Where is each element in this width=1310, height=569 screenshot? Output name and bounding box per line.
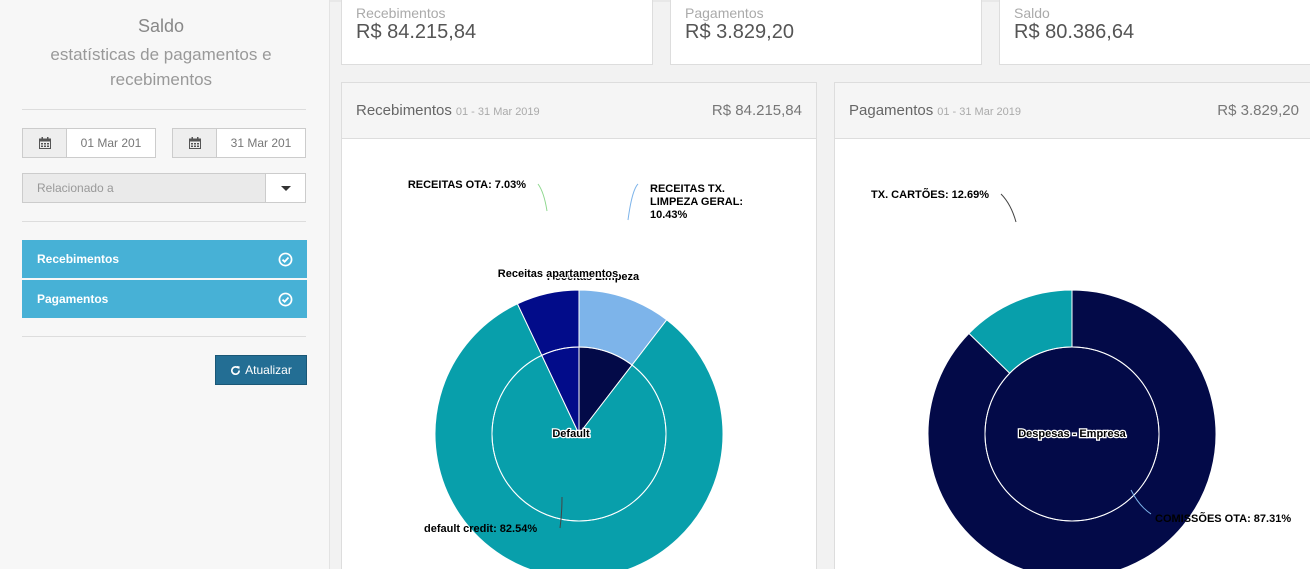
panel-recebimentos: Recebimentos 01 - 31 Mar 2019 R$ 84.215,8… — [341, 82, 817, 569]
panel-date-range: 01 - 31 Mar 2019 — [455, 106, 540, 118]
date-from-group[interactable]: 01 Mar 201 — [22, 128, 156, 158]
inner-label-receitas-apartamentos: Receitas apartamentos — [498, 268, 618, 280]
outer-label-default-credit: default credit: 82.54% — [424, 523, 537, 535]
update-button[interactable]: Atualizar — [215, 355, 307, 385]
related-select[interactable]: Relacionado a — [22, 173, 306, 203]
label-connector — [627, 183, 639, 221]
outer-label-receitas-ota: RECEITAS OTA: 7.03% — [408, 179, 526, 191]
toggle-recebimentos[interactable]: Recebimentos — [22, 240, 307, 278]
related-select-placeholder[interactable]: Relacionado a — [37, 181, 114, 195]
inner-label-receitas-limpeza: Receitas Limpeza — [547, 271, 640, 283]
summary-value: R$ 80.386,64 — [1014, 21, 1135, 43]
calendar-icon[interactable] — [23, 129, 67, 157]
sidebar-title: Saldo — [137, 16, 185, 36]
date-to-input[interactable]: 31 Mar 201 — [230, 136, 292, 150]
date-from-input[interactable]: 01 Mar 201 — [80, 136, 142, 150]
panel-total: R$ 3.829,20 — [1217, 102, 1299, 119]
calendar-icon[interactable] — [173, 129, 217, 157]
toggle-pagamentos[interactable]: Pagamentos — [22, 280, 307, 318]
summary-value: R$ 3.829,20 — [685, 21, 794, 43]
outer-slice-comisso-es-ota[interactable] — [927, 289, 1217, 569]
label-connector — [559, 496, 563, 529]
toggle-label: Recebimentos — [37, 252, 120, 266]
divider — [22, 221, 306, 222]
panel-header: Pagamentos 01 - 31 Mar 2019 R$ 3.829,20 — [835, 83, 1310, 139]
update-label: Atualizar — [245, 363, 292, 377]
summary-card-saldo: Saldo R$ 80.386,64 — [999, 0, 1310, 65]
label-connector — [537, 183, 548, 212]
summary-label: Saldo — [1014, 5, 1050, 21]
check-circle-icon — [278, 252, 293, 266]
date-to-group[interactable]: 31 Mar 201 — [172, 128, 306, 158]
label-connector — [1130, 489, 1152, 515]
summary-value: R$ 84.215,84 — [356, 21, 477, 43]
panel-title: Pagamentos 01 - 31 Mar 2019 — [849, 102, 1021, 119]
outer-label-tx-carto-es: TX. CARTÕES: 12.69% — [871, 188, 989, 201]
chart-recebimentos: RECEITAS TX. LIMPEZA GERAL: 10.43% default … — [408, 179, 743, 569]
check-circle-icon — [278, 292, 293, 306]
inner-ring-border — [491, 346, 667, 522]
sidebar: Saldo estatísticas de pagamentos e receb… — [0, 0, 330, 569]
panel-title-text: Pagamentos — [849, 102, 934, 119]
outer-label-comisso-es-ota: COMISSÕES OTA: 87.31% — [1155, 512, 1291, 525]
inner-ring-border — [984, 346, 1160, 522]
summary-card-recebimentos: Recebimentos R$ 84.215,84 — [341, 0, 653, 65]
toggle-label: Pagamentos — [37, 292, 109, 306]
inner-label-default: Default — [552, 428, 590, 440]
panel-header: Recebimentos 01 - 31 Mar 2019 R$ 84.215,8… — [342, 83, 816, 139]
label-connector — [1000, 193, 1017, 223]
dropdown-button[interactable] — [265, 174, 305, 202]
panel-title: Recebimentos 01 - 31 Mar 2019 — [356, 102, 540, 119]
caret-down-icon — [280, 185, 291, 191]
outer-label-receitas-tx-limpeza-geral: RECEITAS TX. LIMPEZA GERAL: 10.43% — [650, 183, 743, 221]
panel-total: R$ 84.215,84 — [711, 102, 802, 119]
summary-label: Recebimentos — [356, 5, 446, 21]
inner-label-despesas-empresa: Despesas - Empresa — [1018, 428, 1126, 440]
summary-label: Pagamentos — [685, 5, 764, 21]
panel-pagamentos: Pagamentos 01 - 31 Mar 2019 R$ 3.829,20 C… — [834, 82, 1310, 569]
panel-title-text: Recebimentos — [356, 102, 452, 119]
divider — [22, 109, 306, 110]
chart-pagamentos: COMISSÕES OTA: 87.31% TX. CARTÕES: 12.69%… — [871, 188, 1291, 569]
refresh-icon — [231, 365, 241, 375]
summary-card-pagamentos: Pagamentos R$ 3.829,20 — [670, 0, 982, 65]
sidebar-subtitle: estatísticas de pagamentos e recebimento… — [50, 45, 272, 89]
panel-date-range: 01 - 31 Mar 2019 — [937, 106, 1022, 118]
divider — [22, 336, 306, 337]
